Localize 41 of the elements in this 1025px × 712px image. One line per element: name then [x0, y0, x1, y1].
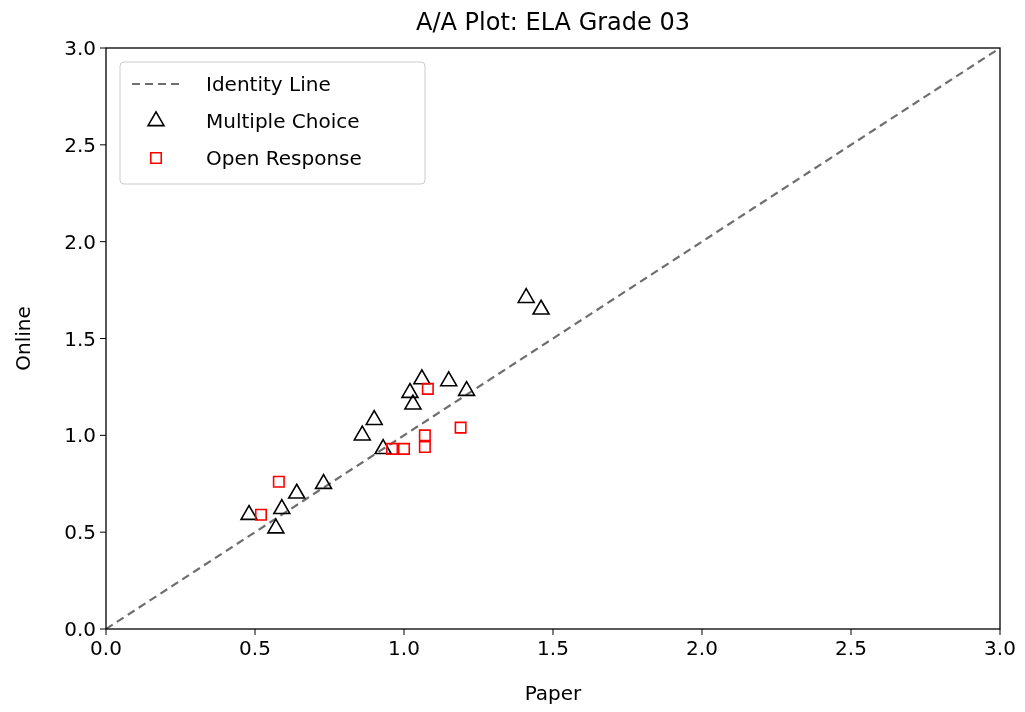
- point: [240, 504, 258, 521]
- x-tick-label: 2.0: [686, 636, 718, 660]
- point: [532, 299, 550, 315]
- point: [517, 287, 535, 304]
- y-tick-label: 2.0: [64, 229, 96, 254]
- legend-label: Open Response: [206, 146, 362, 170]
- point: [421, 382, 434, 395]
- x-tick-label: 2.5: [835, 636, 867, 660]
- x-tick-label: 3.0: [984, 636, 1016, 660]
- point: [386, 442, 399, 455]
- y-tick-label: 1.0: [64, 423, 96, 448]
- y-tick-label: 1.5: [64, 326, 96, 351]
- point: [353, 425, 372, 441]
- point: [287, 483, 306, 499]
- point: [439, 371, 458, 387]
- legend-label: Multiple Choice: [206, 109, 360, 133]
- y-tick-label: 0.5: [64, 520, 96, 545]
- point: [272, 475, 285, 488]
- point: [418, 429, 431, 442]
- y-tick-label: 3.0: [64, 36, 96, 60]
- point: [374, 438, 392, 455]
- point: [418, 440, 431, 453]
- point: [413, 369, 431, 385]
- point: [273, 498, 291, 515]
- x-axis-title: Paper: [524, 681, 583, 705]
- point: [254, 508, 267, 521]
- point: [404, 394, 422, 410]
- x-tick-label: 1.0: [388, 636, 420, 660]
- point: [401, 382, 419, 399]
- point: [454, 421, 467, 434]
- y-tick-label: 2.5: [64, 132, 96, 157]
- chart-title: A/A Plot: ELA Grade 03: [416, 8, 690, 36]
- x-tick-label: 1.5: [537, 636, 569, 660]
- point: [365, 409, 383, 426]
- point: [397, 442, 411, 455]
- point: [267, 518, 285, 534]
- point: [457, 380, 476, 397]
- y-axis-title: Online: [11, 306, 35, 371]
- point: [314, 473, 333, 490]
- legend-label: Identity Line: [206, 72, 331, 96]
- x-tick-label: 0.5: [239, 636, 271, 660]
